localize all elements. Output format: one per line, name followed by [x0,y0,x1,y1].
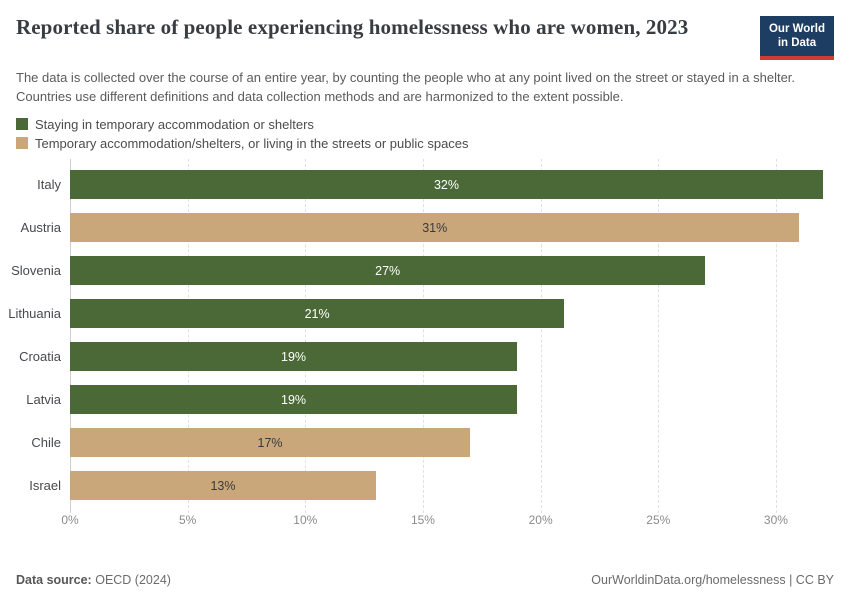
bar-value-label: 21% [304,306,330,321]
bar-italy[interactable]: 32% [70,170,823,200]
bar-row-israel: Israel 13% [0,464,850,507]
bar-lithuania[interactable]: 21% [70,299,565,329]
data-source-label: Data source: [16,572,92,587]
bar-track: 19% [70,342,823,372]
bar-value-label: 13% [210,478,236,493]
country-label-israel: Israel [29,478,61,494]
y-axis-line [70,159,71,514]
bar-israel[interactable]: 13% [70,471,376,501]
gridline-5 [187,159,189,514]
data-source: Data source: OECD (2024) [16,572,171,588]
legend: Staying in temporary accommodation or sh… [16,117,834,151]
country-label-austria: Austria [20,220,61,236]
x-tick-label-30: 30% [763,513,788,528]
bar-value-label: 19% [281,392,307,407]
gridline-25 [658,159,660,514]
x-tick-label-0: 0% [61,513,79,528]
bar-latvia[interactable]: 19% [70,385,518,415]
bar-value-label: 27% [375,263,401,278]
owid-logo-line1: Our World [768,23,825,35]
x-tick-label-15: 15% [410,513,435,528]
bar-row-slovenia: Slovenia 27% [0,249,850,292]
gridline-30 [775,159,777,514]
gridline-20 [540,159,542,514]
bar-chart: Italy 32% Austria 31% Slovenia 27% Lithuania 21… [0,159,850,514]
gridline-10 [305,159,307,514]
legend-swatch-icon [16,118,28,131]
bar-value-label: 32% [433,177,460,192]
bar-chile[interactable]: 17% [70,428,471,458]
x-axis: 0% 5% 10% 15% 20% 25% 30% [61,507,823,528]
bar-row-austria: Austria 31% [0,206,850,249]
chart-header: Reported share of people experiencing ho… [16,14,834,106]
bar-track: 21% [70,299,823,329]
attribution: OurWorldinData.org/homelessness | CC BY [591,572,834,587]
bar-row-italy: Italy 32% [0,163,850,206]
gridlines [70,159,823,514]
chart-footer: Data source: OECD (2024) OurWorldinData.… [16,572,834,588]
x-tick-label-10: 10% [293,513,318,528]
bar-value-label: 17% [257,435,283,450]
bar-track: 17% [70,428,823,458]
country-label-slovenia: Slovenia [11,263,61,279]
bar-croatia[interactable]: 19% [70,342,518,372]
bar-track: 27% [70,256,823,286]
legend-label: Temporary accommodation/shelters, or liv… [35,136,469,152]
owid-logo-line2: in Data [777,37,817,50]
page-title: Reported share of people experiencing ho… [16,15,689,39]
bar-slovenia[interactable]: 27% [70,256,706,286]
bar-row-chile: Chile 17% [0,421,850,464]
owid-logo[interactable]: Our World in Data [759,16,834,60]
country-label-lithuania: Lithuania [8,306,61,322]
legend-item-0[interactable]: Staying in temporary accommodation or sh… [16,117,834,132]
bar-row-croatia: Croatia 19% [0,335,850,378]
bar-value-label: 31% [422,220,448,235]
gridline-15 [422,159,424,514]
x-tick-label-20: 20% [528,513,553,528]
bar-track: 13% [70,471,823,501]
bar-track: 19% [70,385,823,415]
country-label-italy: Italy [37,177,61,193]
legend-swatch-icon [16,137,28,150]
x-tick-label-5: 5% [178,513,197,528]
bar-track: 32% [70,170,823,200]
legend-label: Staying in temporary accommodation or sh… [35,117,314,133]
bar-austria[interactable]: 31% [70,213,800,243]
country-label-croatia: Croatia [19,349,61,365]
chart-subtitle: The data is collected over the course of… [16,69,796,104]
data-source-value: OECD (2024) [95,572,171,587]
legend-item-1[interactable]: Temporary accommodation/shelters, or liv… [16,136,834,151]
bar-row-latvia: Latvia 19% [0,378,850,421]
country-label-latvia: Latvia [26,392,61,408]
x-tick-label-25: 25% [646,513,671,528]
country-label-chile: Chile [31,435,61,451]
bar-track: 31% [70,213,823,243]
bar-row-lithuania: Lithuania 21% [0,292,850,335]
bar-value-label: 19% [281,349,307,364]
